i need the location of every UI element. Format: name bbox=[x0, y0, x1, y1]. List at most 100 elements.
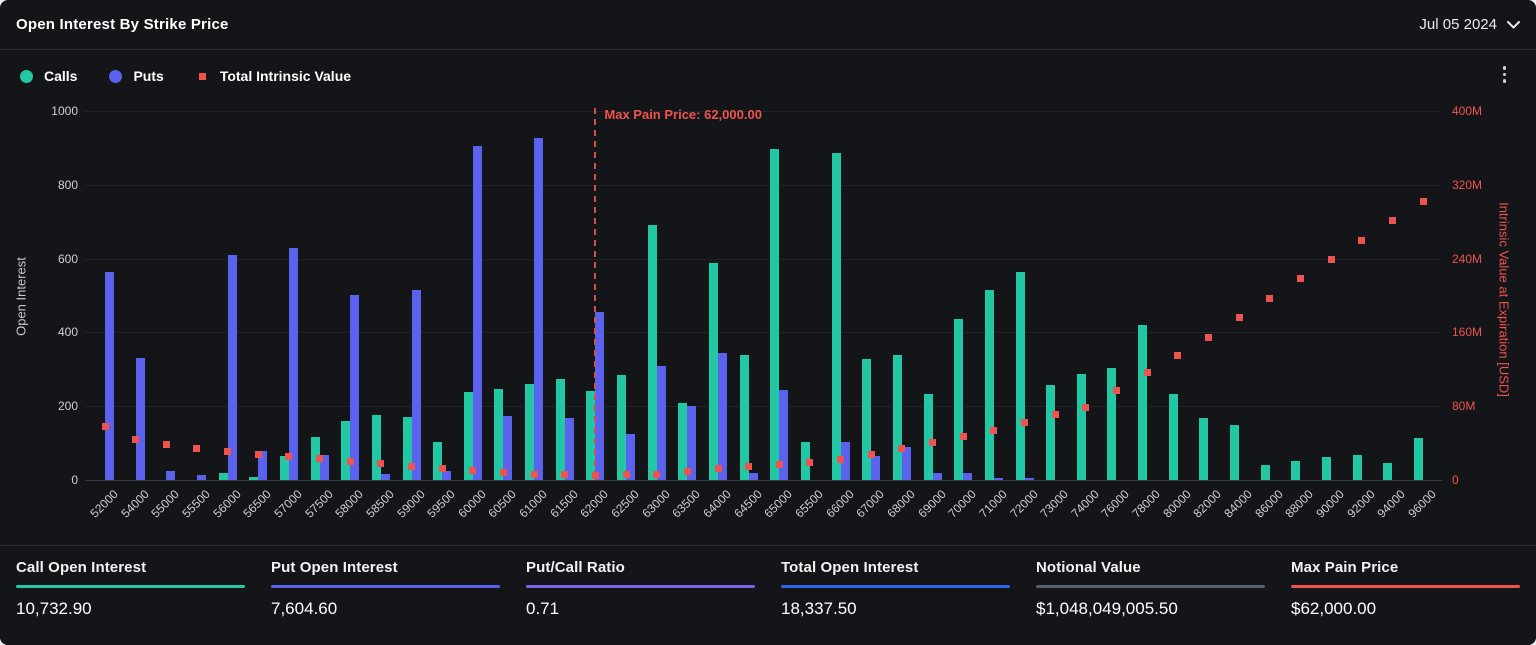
puts-bar-58000 bbox=[350, 295, 360, 480]
stat-put-call-ratio: Put/Call Ratio 0.71 bbox=[526, 559, 755, 645]
calls-bar-58500 bbox=[371, 415, 381, 480]
calls-bar-94000 bbox=[1383, 463, 1393, 480]
puts-bar-55500 bbox=[196, 475, 206, 480]
date-label: Jul 05 2024 bbox=[1419, 16, 1497, 33]
page-title: Open Interest By Strike Price bbox=[16, 16, 229, 33]
kebab-dot-icon bbox=[1502, 79, 1506, 83]
intrinsic-value-dot-63000 bbox=[653, 470, 661, 478]
stat-total-open-interest: Total Open Interest 18,337.50 bbox=[781, 559, 1010, 645]
puts-bar-67000 bbox=[871, 455, 881, 480]
plot-area: 0 200 400 600 800 1000 0 80M 160M 240M 320M 400M Ope… bbox=[0, 50, 1536, 545]
intrinsic-value-dot-55000 bbox=[162, 441, 170, 449]
intrinsic-value-dot-64000 bbox=[714, 465, 722, 473]
puts-bar-56000 bbox=[227, 254, 237, 480]
stat-value: 7,604.60 bbox=[271, 599, 338, 618]
puts-bar-65000 bbox=[779, 390, 789, 480]
intrinsic-value-dot-96000 bbox=[1419, 197, 1427, 205]
intrinsic-value-dot-69000 bbox=[929, 438, 936, 446]
intrinsic-value-dot-56000 bbox=[224, 447, 232, 455]
right-axis-tick-label: 240M bbox=[1452, 251, 1483, 266]
calls-bar-63500 bbox=[678, 402, 688, 480]
stat-underline bbox=[271, 585, 500, 588]
intrinsic-value-dot-60000 bbox=[469, 467, 477, 475]
intrinsic-value-dot-84000 bbox=[1235, 314, 1243, 322]
calls-bar-61000 bbox=[525, 384, 535, 480]
date-picker[interactable]: Jul 05 2024 bbox=[1419, 16, 1520, 33]
intrinsic-value-dot-86000 bbox=[1266, 294, 1274, 302]
intrinsic-value-dot-74000 bbox=[1082, 403, 1090, 411]
calls-bar-82000 bbox=[1199, 418, 1209, 480]
intrinsic-value-dot-61000 bbox=[530, 470, 538, 478]
y-axis-tick-label: 600 bbox=[57, 251, 78, 266]
kebab-dot-icon bbox=[1502, 66, 1506, 70]
right-axis-tick-label: 400M bbox=[1452, 104, 1483, 118]
puts-bar-72000 bbox=[1024, 477, 1034, 480]
kebab-menu-button[interactable] bbox=[1495, 60, 1515, 89]
right-axis-tick-label: 80M bbox=[1452, 399, 1476, 414]
intrinsic-value-dot-59000 bbox=[408, 462, 415, 470]
intrinsic-value-dot-57000 bbox=[285, 452, 293, 460]
intrinsic-value-dot-52000 bbox=[101, 423, 109, 430]
right-axis-title: Intrinsic Value at Expiration [USD] bbox=[1496, 202, 1512, 397]
intrinsic-value-dot-78000 bbox=[1143, 368, 1151, 376]
calls-bar-67000 bbox=[862, 359, 872, 480]
gridline bbox=[85, 184, 1442, 186]
stats-bar: Call Open Interest 10,732.90 Put Open Inte… bbox=[0, 545, 1536, 645]
legend-label: Puts bbox=[133, 68, 164, 84]
calls-bar-62000 bbox=[586, 391, 596, 480]
puts-bar-69000 bbox=[932, 472, 942, 480]
calls-bar-84000 bbox=[1230, 425, 1239, 480]
calls-bar-71000 bbox=[984, 290, 994, 480]
intrinsic-value-dot-76000 bbox=[1112, 387, 1120, 394]
calls-bar-68000 bbox=[892, 354, 902, 480]
y-axis-tick-label: 0 bbox=[71, 473, 78, 487]
calls-bar-59500 bbox=[433, 441, 443, 480]
stat-notional-value: Notional Value $1,048,049,005.50 bbox=[1036, 559, 1265, 645]
stat-label: Max Pain Price bbox=[1291, 559, 1399, 576]
calls-bar-92000 bbox=[1352, 454, 1362, 480]
intrinsic-value-dot-94000 bbox=[1388, 217, 1396, 225]
intrinsic-value-dot-63500 bbox=[683, 468, 691, 476]
x-axis-line bbox=[85, 480, 1442, 481]
puts-bar-68000 bbox=[901, 446, 911, 480]
calls-bar-60000 bbox=[463, 392, 473, 480]
stat-label: Total Open Interest bbox=[781, 559, 919, 576]
legend-item-puts[interactable]: Puts bbox=[109, 68, 164, 84]
calls-bar-90000 bbox=[1322, 457, 1331, 480]
intrinsic-value-dot-66000 bbox=[837, 455, 845, 463]
calls-bar-65500 bbox=[800, 441, 810, 480]
y-axis-tick-label: 400 bbox=[57, 325, 78, 340]
puts-bar-62500 bbox=[626, 433, 635, 480]
stat-value: $62,000.00 bbox=[1291, 599, 1377, 618]
intrinsic-value-dot-65500 bbox=[806, 458, 814, 466]
calls-bar-96000 bbox=[1414, 438, 1423, 480]
calls-bar-57500 bbox=[310, 437, 320, 480]
puts-bar-57500 bbox=[319, 454, 329, 480]
puts-bar-61000 bbox=[534, 137, 544, 480]
stat-label: Put Open Interest bbox=[271, 559, 398, 576]
calls-bar-76000 bbox=[1107, 368, 1117, 480]
legend-item-calls[interactable]: Calls bbox=[20, 68, 77, 84]
calls-bar-64000 bbox=[709, 263, 718, 480]
puts-bar-64500 bbox=[748, 472, 758, 480]
legend-item-total-intrinsic-value[interactable]: Total Intrinsic Value bbox=[196, 68, 351, 84]
puts-bar-55000 bbox=[166, 470, 176, 480]
y-axis-tick-label: 1000 bbox=[51, 104, 78, 118]
card-header: Open Interest By Strike Price Jul 05 202… bbox=[0, 0, 1536, 50]
chart-region: Calls Puts Total Intrinsic Value 0 200 400 60… bbox=[0, 50, 1536, 545]
puts-bar-56500 bbox=[258, 450, 268, 480]
calls-bar-86000 bbox=[1260, 465, 1270, 480]
legend-dot-icon bbox=[109, 69, 123, 83]
calls-bar-60500 bbox=[494, 388, 504, 480]
calls-bar-56500 bbox=[249, 477, 259, 480]
calls-bar-73000 bbox=[1046, 384, 1056, 480]
intrinsic-value-dot-80000 bbox=[1174, 352, 1182, 359]
intrinsic-value-dot-73000 bbox=[1051, 411, 1059, 418]
intrinsic-value-dot-68000 bbox=[898, 445, 906, 453]
stat-value: 0.71 bbox=[526, 599, 560, 618]
calls-bar-58000 bbox=[341, 421, 351, 480]
stat-put-open-interest: Put Open Interest 7,604.60 bbox=[271, 559, 500, 645]
stat-underline bbox=[1291, 585, 1520, 588]
puts-bar-66000 bbox=[840, 442, 850, 480]
kebab-dot-icon bbox=[1502, 72, 1506, 76]
